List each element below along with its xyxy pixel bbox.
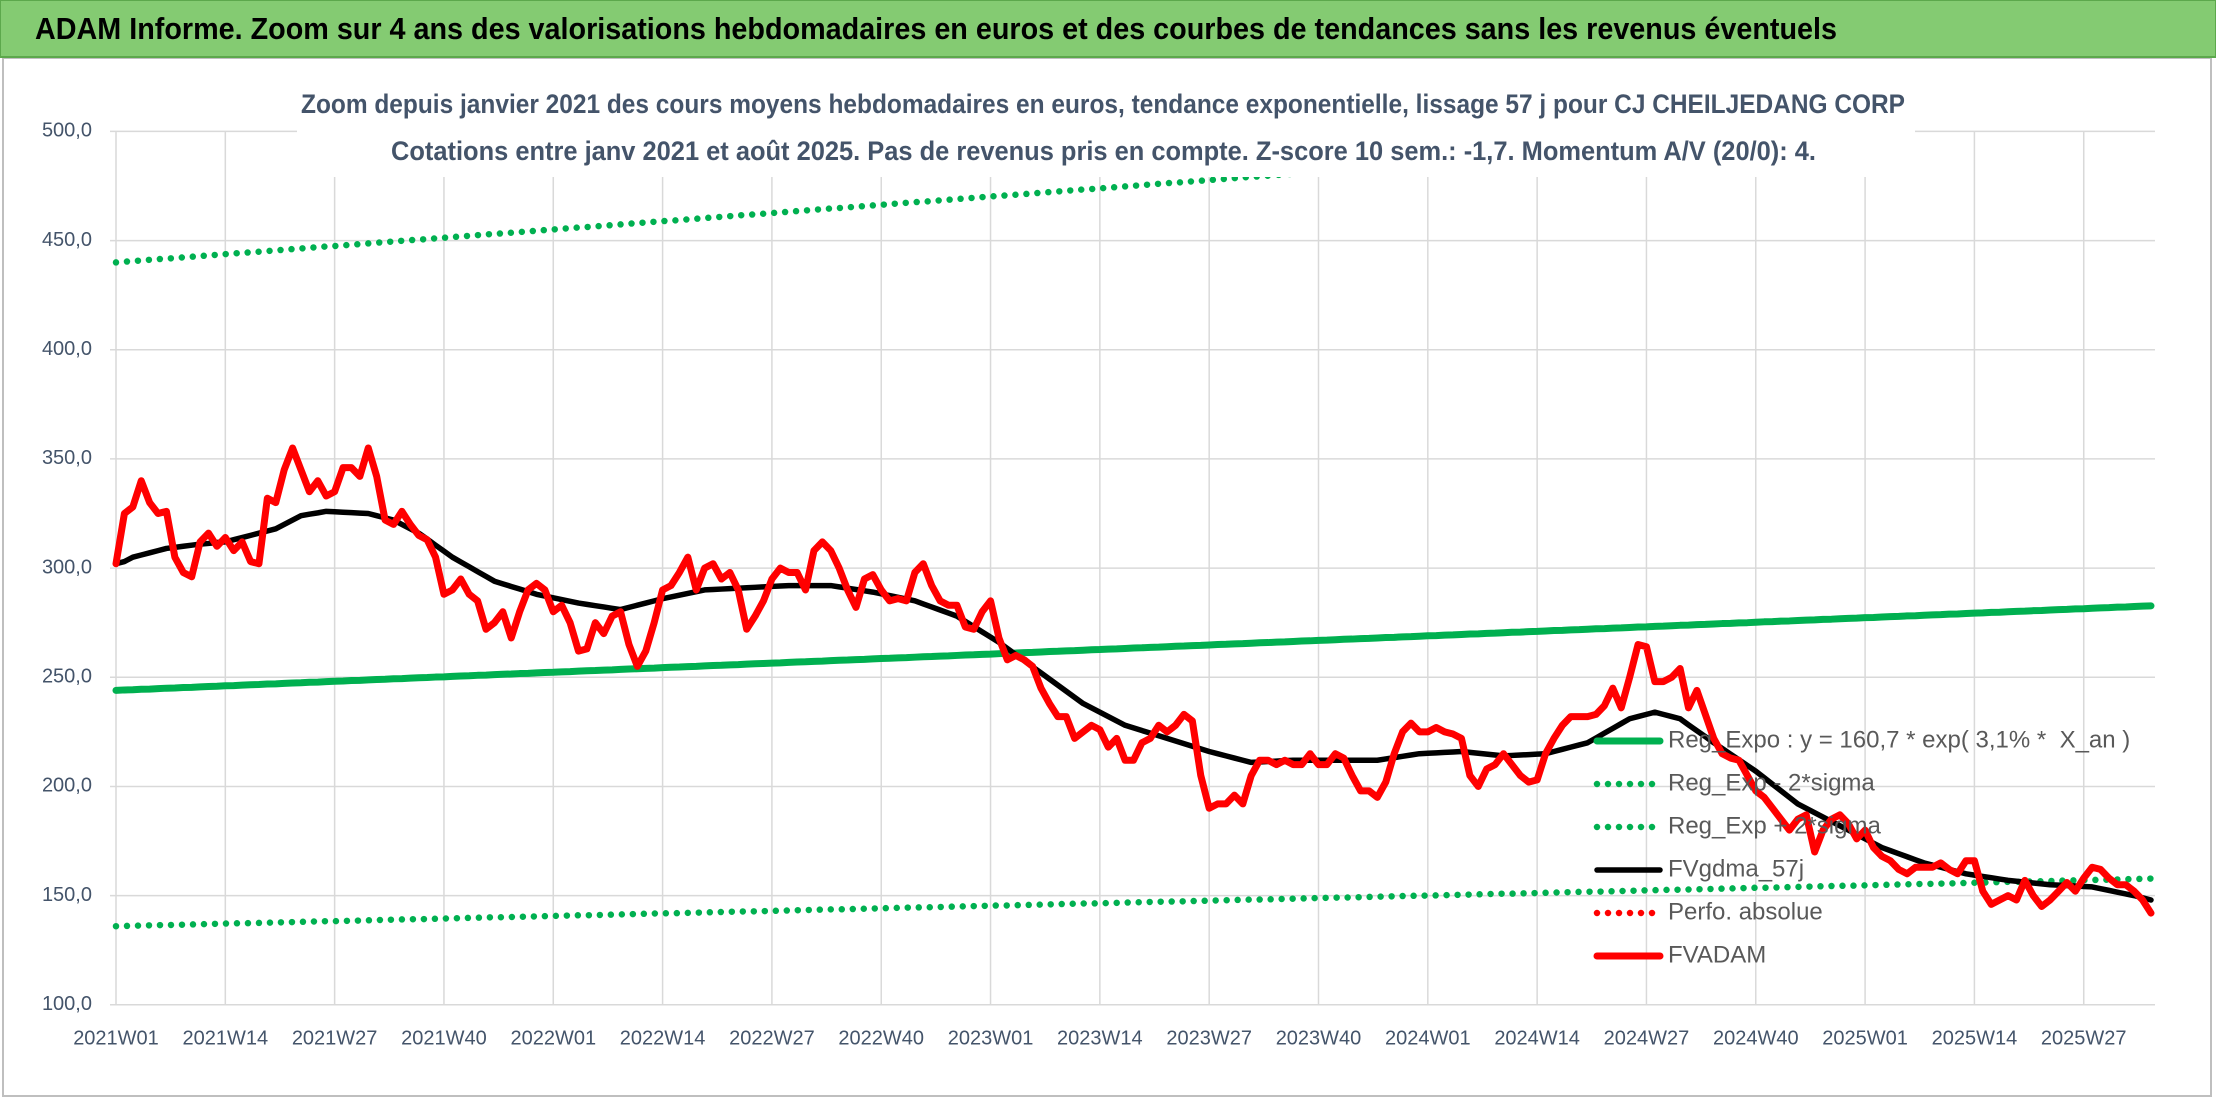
line-series bbox=[113, 508, 2154, 903]
x-tick-label: 2022W40 bbox=[838, 1027, 924, 1049]
x-tick-label: 2024W40 bbox=[1713, 1027, 1799, 1049]
banner bbox=[0, 0, 2216, 58]
series-group bbox=[112, 131, 2155, 930]
line-series bbox=[112, 875, 2155, 930]
y-tick-label: 400,0 bbox=[42, 338, 92, 360]
x-tick-label: 2025W01 bbox=[1822, 1027, 1908, 1049]
line-series bbox=[112, 444, 2155, 917]
title-box bbox=[297, 80, 1915, 177]
x-tick-label: 2025W14 bbox=[1932, 1027, 2018, 1049]
x-tick-label: 2025W27 bbox=[2041, 1027, 2127, 1049]
legend: Reg_Expo : y = 160,7 * exp( 3,1% * X_an … bbox=[1593, 726, 2130, 968]
banner-title: ADAM Informe. Zoom sur 4 ans des valoris… bbox=[35, 11, 1837, 46]
legend-label: FVgdma_57j bbox=[1668, 855, 1804, 882]
x-tick-label: 2022W01 bbox=[510, 1027, 596, 1049]
x-tick-label: 2023W27 bbox=[1166, 1027, 1252, 1049]
legend-label: Reg_Expo : y = 160,7 * exp( 3,1% * X_an … bbox=[1668, 726, 2130, 753]
legend-label: Reg_Exp + 2*sigma bbox=[1668, 812, 1881, 839]
x-tick-label: 2023W01 bbox=[948, 1027, 1034, 1049]
legend-label: Reg_Exp - 2*sigma bbox=[1668, 769, 1875, 796]
x-tick-label: 2021W14 bbox=[183, 1027, 269, 1049]
legend-label: Perfo. absolue bbox=[1668, 898, 1823, 925]
x-tick-label: 2023W14 bbox=[1057, 1027, 1143, 1049]
x-tick-label: 2024W14 bbox=[1494, 1027, 1580, 1049]
x-tick-label: 2022W14 bbox=[620, 1027, 706, 1049]
chart-title: Zoom depuis janvier 2021 des cours moyen… bbox=[301, 89, 1905, 119]
x-tick-label: 2021W01 bbox=[73, 1027, 159, 1049]
y-tick-label: 300,0 bbox=[42, 556, 92, 578]
x-tick-label: 2021W40 bbox=[401, 1027, 487, 1049]
y-tick-label: 500,0 bbox=[42, 120, 92, 142]
x-tick-label: 2024W27 bbox=[1604, 1027, 1690, 1049]
y-tick-label: 200,0 bbox=[42, 775, 92, 797]
x-tick-label: 2021W27 bbox=[292, 1027, 378, 1049]
line-series bbox=[112, 602, 2155, 694]
y-tick-label: 350,0 bbox=[42, 447, 92, 469]
chart-frame bbox=[2, 57, 2212, 1097]
chart-subtitle: Cotations entre janv 2021 et août 2025. … bbox=[391, 136, 1816, 166]
legend-label: FVADAM bbox=[1668, 941, 1766, 968]
y-tick-label: 100,0 bbox=[42, 993, 92, 1015]
title-group: Zoom depuis janvier 2021 des cours moyen… bbox=[297, 80, 1915, 177]
x-tick-label: 2024W01 bbox=[1385, 1027, 1471, 1049]
x-tick-label: 2022W27 bbox=[729, 1027, 815, 1049]
y-tick-label: 250,0 bbox=[42, 666, 92, 688]
y-tick-label: 450,0 bbox=[42, 229, 92, 251]
line-series bbox=[112, 131, 1904, 266]
y-tick-label: 150,0 bbox=[42, 884, 92, 906]
grid: 100,0 150,0 200,0 250,0 300,0 350,0 400,0 450,0… bbox=[42, 120, 2155, 1049]
x-tick-label: 2023W40 bbox=[1276, 1027, 1362, 1049]
